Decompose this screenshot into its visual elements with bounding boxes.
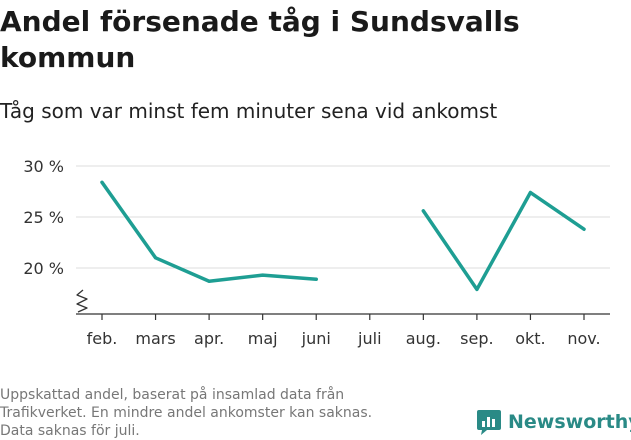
y-tick-label: 20 % (23, 259, 64, 278)
x-tick-label: feb. (87, 329, 118, 348)
grid-lines (76, 165, 610, 269)
x-axis-ticks: feb. mars apr. maj juni juli aug. sep. okt. nov. (87, 314, 601, 348)
axis-break-icon (76, 289, 88, 313)
data-point (314, 277, 318, 281)
data-point (207, 279, 211, 283)
footnote-line-1: Uppskattad andel, baserat på insamlad da… (0, 387, 345, 403)
y-axis-ticks: 20 % 25 % 30 % (23, 157, 64, 278)
data-point (582, 227, 586, 231)
data-point (261, 273, 265, 277)
x-tick-label: juni (301, 329, 331, 348)
chart-subtitle: Tåg som var minst fem minuter sena vid a… (0, 99, 498, 123)
x-tick-label: sep. (460, 329, 493, 348)
x-tick-label: maj (248, 329, 278, 348)
y-tick-label: 30 % (23, 157, 64, 176)
y-tick-label: 25 % (23, 208, 64, 227)
series-line (421, 190, 586, 292)
data-series (100, 180, 586, 292)
line-chart: 20 % 25 % 30 % feb. mars apr. maj juni juli aug.… (23, 157, 610, 348)
footnote-line-2: Trafikverket. En mindre andel ankomster … (0, 405, 373, 421)
data-point (475, 287, 479, 291)
chart-title-line-2: kommun (0, 41, 136, 74)
footnote-line-3: Data saknas för juli. (0, 423, 140, 439)
footnote: Uppskattad andel, baserat på insamlad da… (0, 386, 440, 440)
x-tick-label: okt. (515, 329, 545, 348)
data-point (421, 209, 425, 213)
x-tick-label: aug. (406, 329, 441, 348)
x-tick-label: mars (135, 329, 175, 348)
x-tick-label: nov. (567, 329, 600, 348)
brand-name: Newsworthy (508, 411, 631, 433)
series-line (100, 180, 318, 284)
x-tick-label: apr. (194, 329, 224, 348)
x-tick-label: juli (357, 329, 381, 348)
data-point (100, 180, 104, 184)
newsworthy-logo-icon (477, 410, 501, 435)
data-point (154, 256, 158, 260)
chart-title-line-1: Andel försenade tåg i Sundsvalls (0, 5, 520, 38)
brand-logo: Newsworthy (476, 407, 631, 437)
data-point (528, 191, 532, 195)
chart-title: Andel försenade tåg i Sundsvalls kommun (0, 4, 600, 76)
